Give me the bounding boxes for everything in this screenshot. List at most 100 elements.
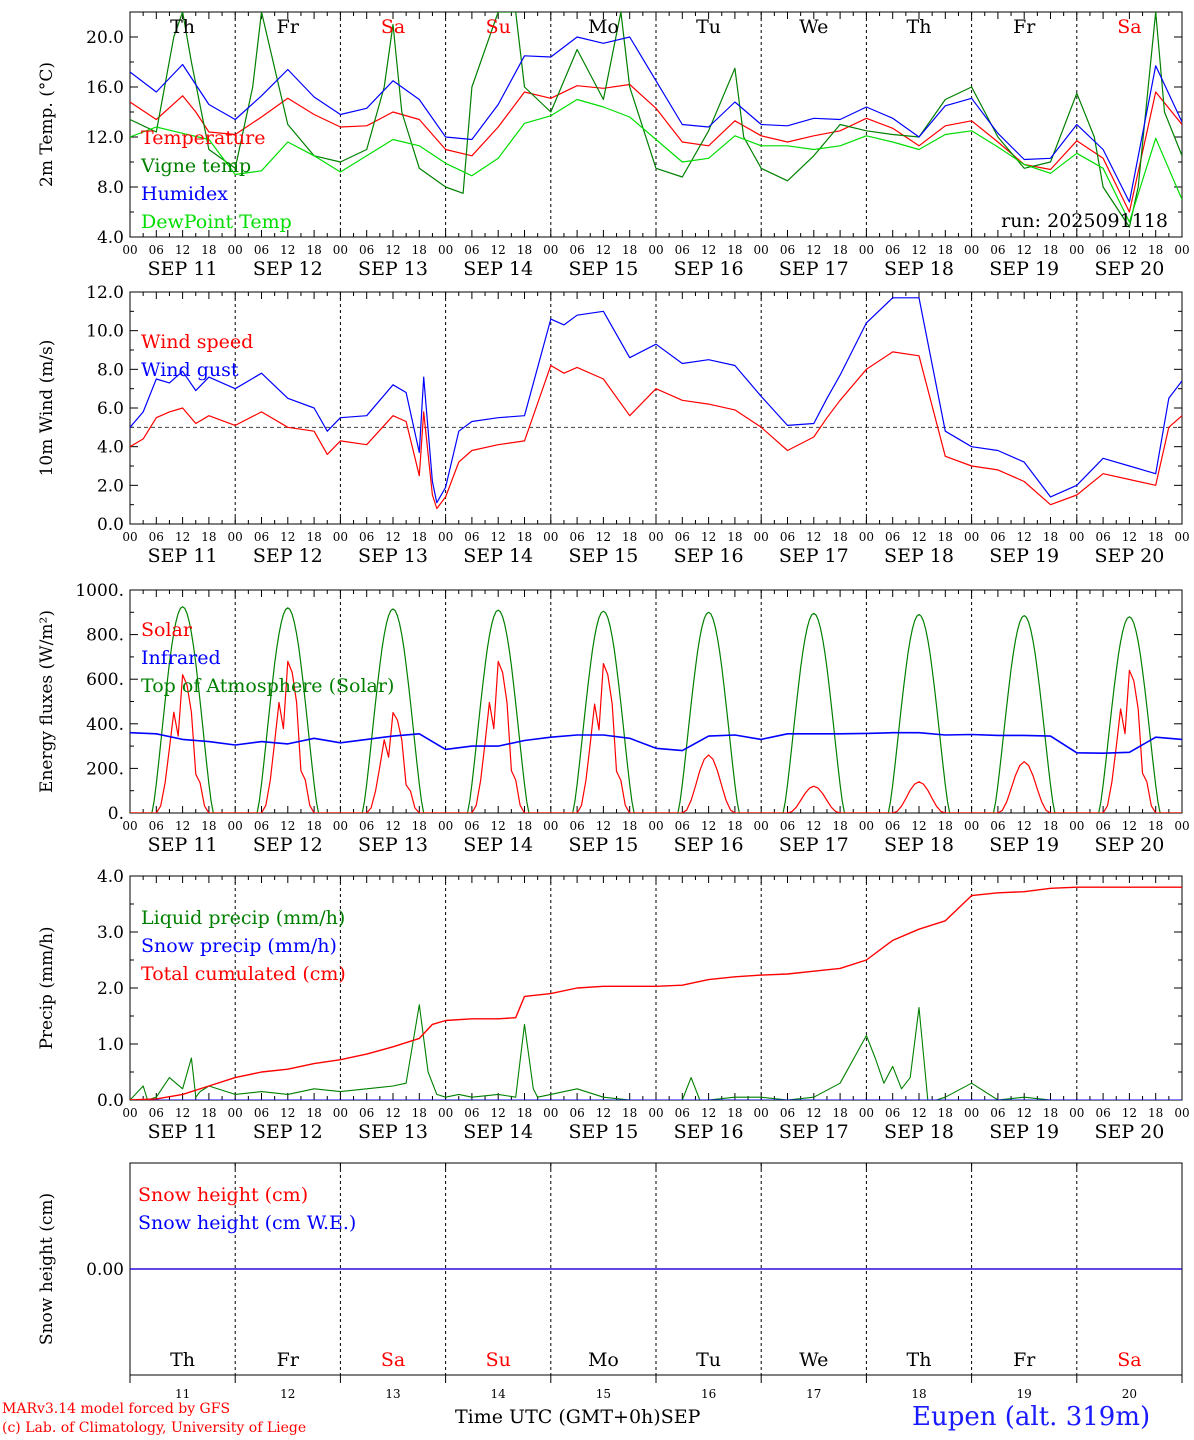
- date-label: SEP 15: [568, 1121, 638, 1143]
- panel-5: 0.00 Snow height (cm) Snow height (cm) Snow…: [37, 1162, 1183, 1401]
- snow-legend-1: Snow height (cm W.E.): [138, 1212, 356, 1234]
- hour-tick-label: 00: [964, 819, 979, 833]
- hour-tick-label: 18: [832, 243, 847, 257]
- hour-tick-label: 12: [280, 1106, 295, 1120]
- hour-tick-label: 18: [938, 1106, 953, 1120]
- hour-tick-label: 06: [254, 1106, 269, 1120]
- hour-tick-label: 06: [885, 819, 900, 833]
- y-tick-label: 400.: [86, 715, 124, 735]
- date-label: SEP 16: [674, 258, 744, 280]
- hour-tick-label: 00: [754, 819, 769, 833]
- hour-tick-label: 06: [675, 819, 690, 833]
- hour-tick-label: 06: [780, 819, 795, 833]
- hour-tick-label: 00: [859, 243, 874, 257]
- series-liquid-precip-mm-h-: [130, 1004, 1182, 1100]
- hour-tick-label: 06: [464, 819, 479, 833]
- hour-tick-label: 18: [727, 819, 742, 833]
- y-tick-label: 4.0: [97, 438, 124, 458]
- hour-tick-label: 00: [543, 530, 558, 544]
- date-label: SEP 11: [148, 545, 218, 567]
- date-label: SEP 12: [253, 834, 323, 856]
- hour-tick-label: 12: [596, 819, 611, 833]
- date-label: SEP 17: [779, 834, 849, 856]
- lab-credit: (c) Lab. of Climatology, University of L…: [2, 1420, 307, 1436]
- hour-tick-label: 06: [149, 243, 164, 257]
- weekday-label: Fr: [277, 16, 300, 38]
- weekday-label: Tu: [696, 16, 721, 38]
- series-temperature: [130, 83, 1182, 213]
- hour-tick-label: 06: [780, 1106, 795, 1120]
- hour-tick-label: 18: [412, 530, 427, 544]
- hour-tick-label: 06: [149, 530, 164, 544]
- hour-tick-label: 06: [675, 243, 690, 257]
- date-label: SEP 14: [463, 834, 533, 856]
- temperature-series: [130, 12, 1182, 228]
- date-label: SEP 14: [463, 1121, 533, 1143]
- hour-tick-label: 18: [517, 243, 532, 257]
- hour-tick-label: 00: [964, 1106, 979, 1120]
- hour-tick-label: 18: [517, 530, 532, 544]
- weekday-label: Fr: [1013, 1349, 1036, 1371]
- y-tick-label: 8.0: [97, 360, 124, 380]
- hour-tick-label: 18: [1148, 819, 1163, 833]
- series-wind-gust: [130, 297, 1182, 504]
- hour-tick-label: 18: [622, 1106, 637, 1120]
- wind-series: [130, 297, 1182, 510]
- hour-tick-label: 06: [359, 819, 374, 833]
- date-label: SEP 13: [358, 545, 428, 567]
- temp-legend-0: Temperature: [141, 127, 265, 149]
- hour-tick-label: 18: [1043, 1106, 1058, 1120]
- hour-tick-label: 06: [569, 530, 584, 544]
- hour-tick-label: 18: [1148, 243, 1163, 257]
- hour-tick-label: 18: [727, 243, 742, 257]
- y-tick-label: 12.0: [86, 128, 124, 148]
- y-tick-label: 12.0: [86, 283, 124, 303]
- hour-tick-label: 12: [1017, 243, 1032, 257]
- hour-tick-label: 12: [385, 1106, 400, 1120]
- hour-tick-label: 00: [1174, 243, 1189, 257]
- hour-tick-label: 00: [543, 1106, 558, 1120]
- hour-tick-label: 18: [1148, 530, 1163, 544]
- precip-legend-2: Total cumulated (cm): [141, 963, 346, 985]
- hour-tick-label: 18: [306, 530, 321, 544]
- panel-4: 00 06 12 18 00 06 12 18 00 06 12 18 00 06 12 18 00 06 12 18…: [37, 867, 1190, 1143]
- date-label: SEP 20: [1094, 1121, 1164, 1143]
- hour-tick-label: 12: [385, 530, 400, 544]
- hour-tick-label: 00: [1069, 530, 1084, 544]
- hour-tick-label: 18: [1043, 530, 1058, 544]
- y-tick-label: 2.0: [97, 476, 124, 496]
- day-number-label: 20: [1122, 1387, 1137, 1401]
- hour-tick-label: 12: [1017, 1106, 1032, 1120]
- hour-tick-label: 18: [201, 530, 216, 544]
- hour-tick-label: 18: [1043, 243, 1058, 257]
- wind-legend-1: Wind gust: [141, 359, 239, 381]
- hour-tick-label: 06: [254, 530, 269, 544]
- station-label: Eupen (alt. 319m): [912, 1402, 1151, 1432]
- series-infrared: [130, 731, 1182, 755]
- day-number-label: 14: [491, 1387, 507, 1401]
- hour-tick-label: 18: [412, 819, 427, 833]
- hour-tick-label: 06: [885, 1106, 900, 1120]
- hour-tick-label: 00: [859, 1106, 874, 1120]
- hour-tick-label: 00: [859, 819, 874, 833]
- hour-tick-label: 18: [412, 243, 427, 257]
- date-label: SEP 11: [148, 834, 218, 856]
- hour-tick-label: 18: [412, 1106, 427, 1120]
- model-credit: MARv3.14 model forced by GFS: [2, 1401, 231, 1417]
- weekday-label: Sa: [381, 1349, 405, 1371]
- hour-tick-label: 00: [333, 819, 348, 833]
- date-label: SEP 11: [148, 258, 218, 280]
- hour-tick-label: 06: [569, 819, 584, 833]
- hour-tick-label: 00: [543, 819, 558, 833]
- date-label: SEP 20: [1094, 545, 1164, 567]
- weekday-label: We: [799, 1349, 828, 1371]
- weekday-label: Su: [486, 16, 511, 38]
- hour-tick-label: 06: [885, 243, 900, 257]
- month-label: SEP: [660, 1406, 701, 1428]
- hour-tick-label: 18: [832, 819, 847, 833]
- run-label: run: 2025091118: [1001, 210, 1168, 232]
- energy-legend-0: Solar: [141, 619, 193, 641]
- y-tick-label: 0.: [108, 804, 124, 824]
- hour-tick-label: 00: [438, 819, 453, 833]
